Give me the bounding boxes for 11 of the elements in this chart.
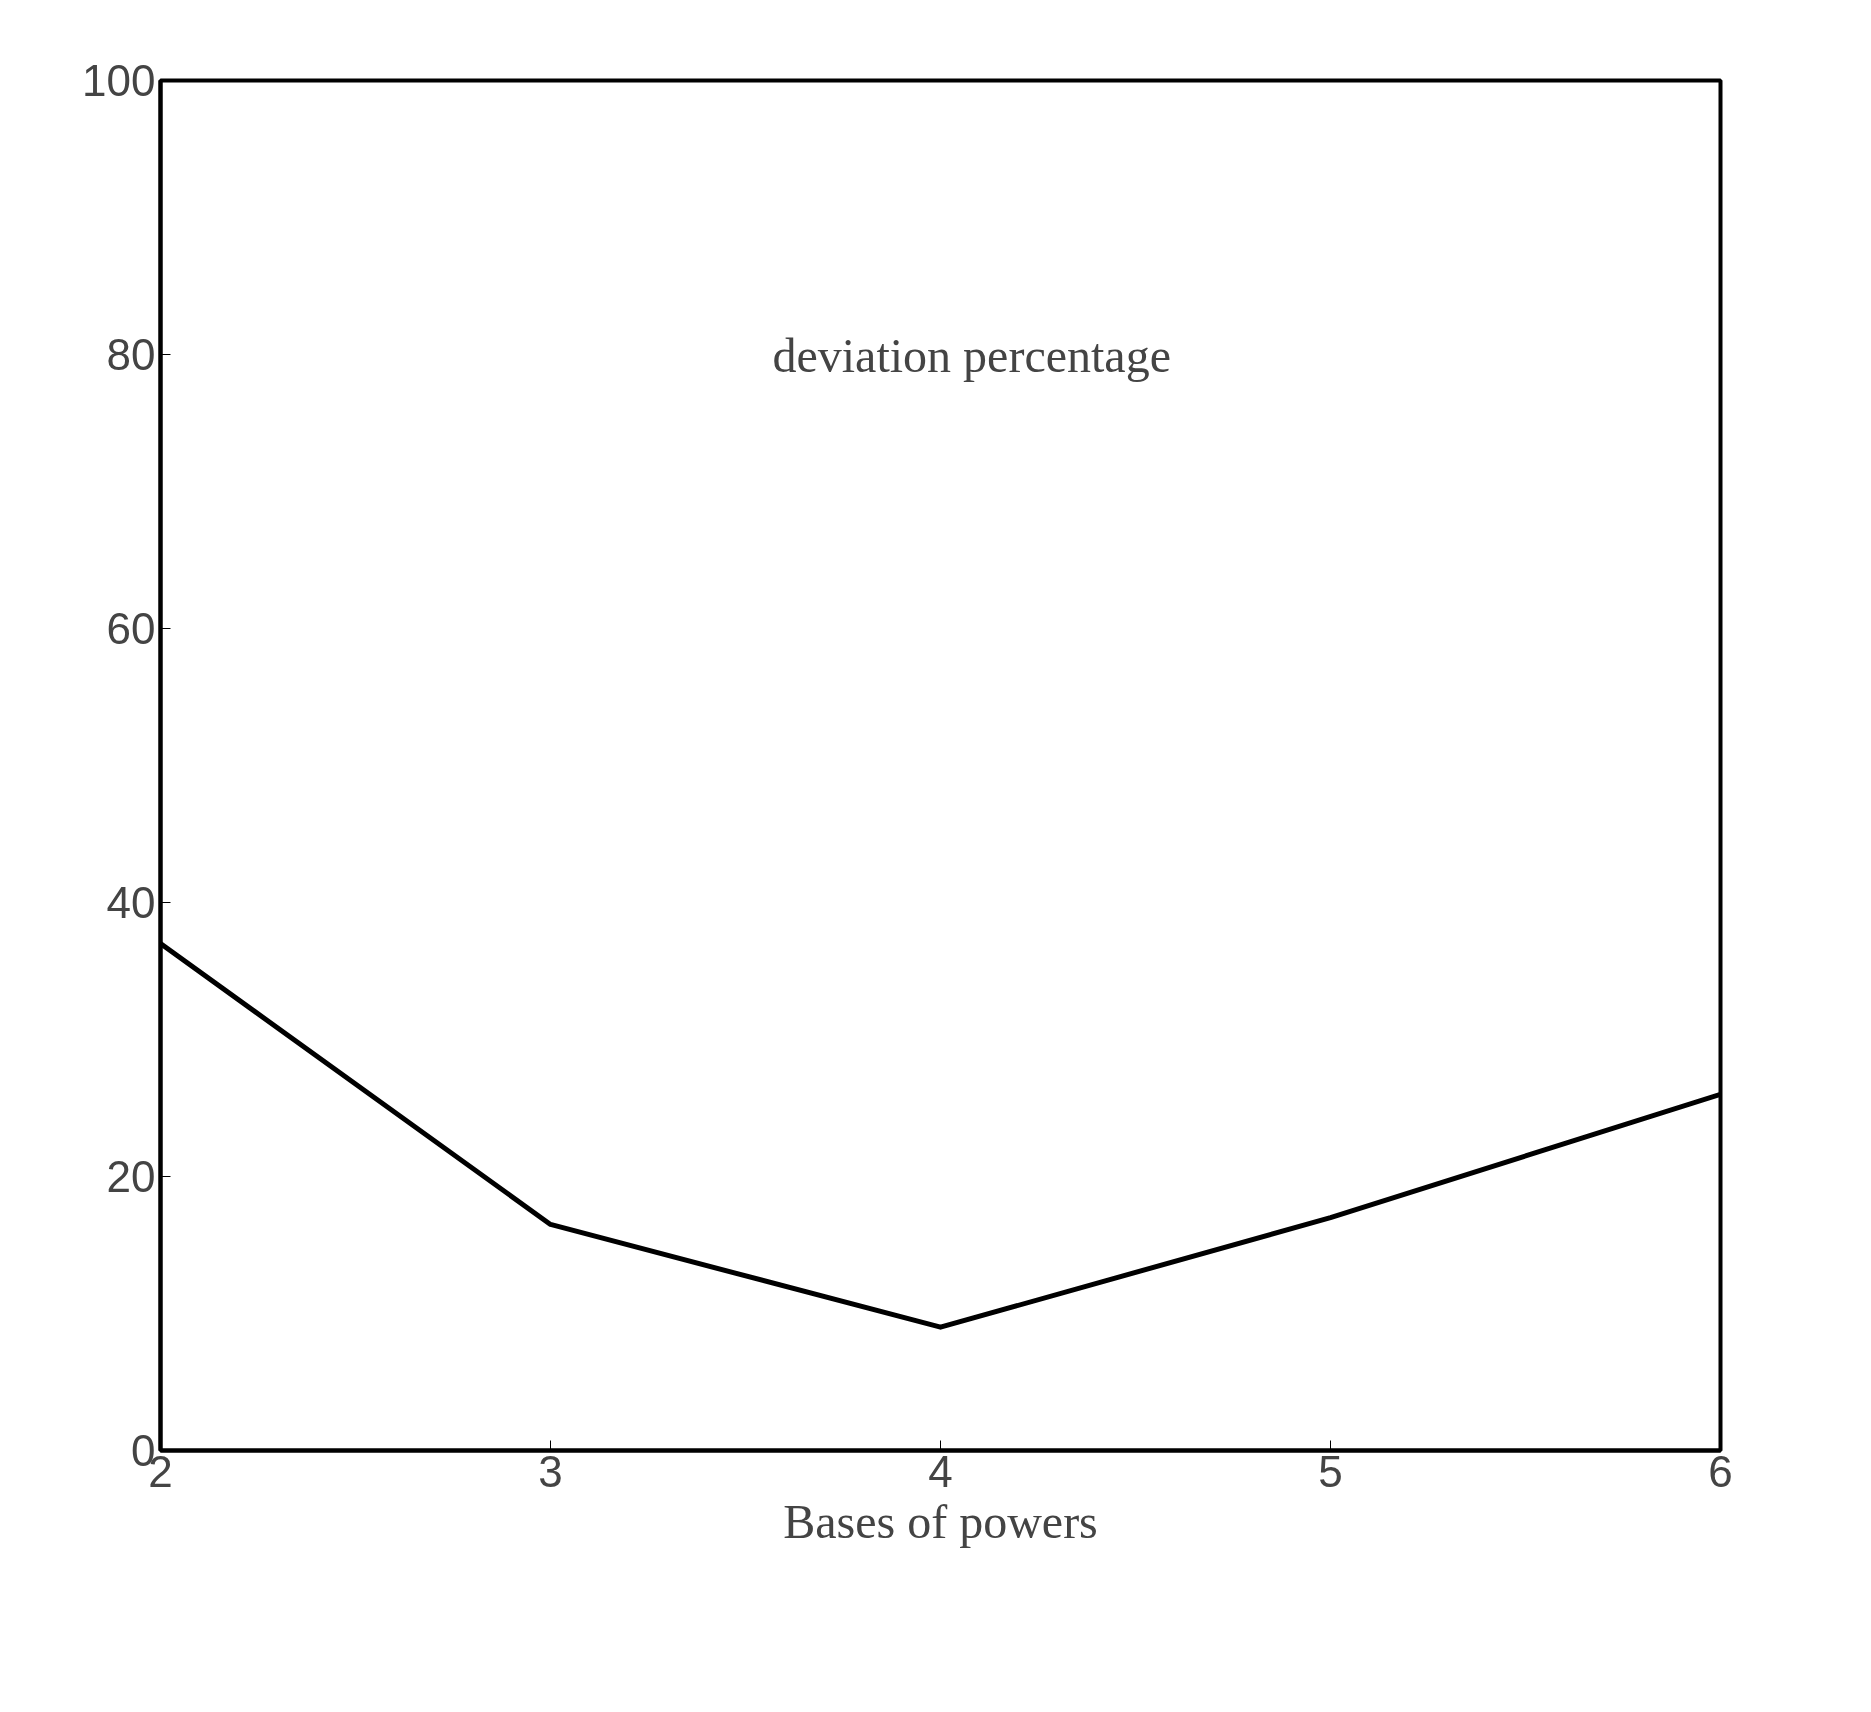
y-tick-label: 80 bbox=[106, 330, 156, 379]
x-tick-label: 4 bbox=[928, 1446, 953, 1496]
x-tick-label: 6 bbox=[1708, 1446, 1733, 1496]
y-tick-label: 60 bbox=[106, 604, 156, 653]
y-tick-label: 20 bbox=[106, 1152, 156, 1201]
x-tick-label: 3 bbox=[538, 1446, 563, 1496]
y-tick-label: 40 bbox=[106, 878, 156, 927]
x-axis-title: Bases of powers bbox=[783, 1494, 1098, 1548]
x-tick-label: 5 bbox=[1318, 1446, 1343, 1496]
y-tick-label: 100 bbox=[82, 56, 156, 105]
annotation: deviation percentage bbox=[772, 328, 1171, 382]
